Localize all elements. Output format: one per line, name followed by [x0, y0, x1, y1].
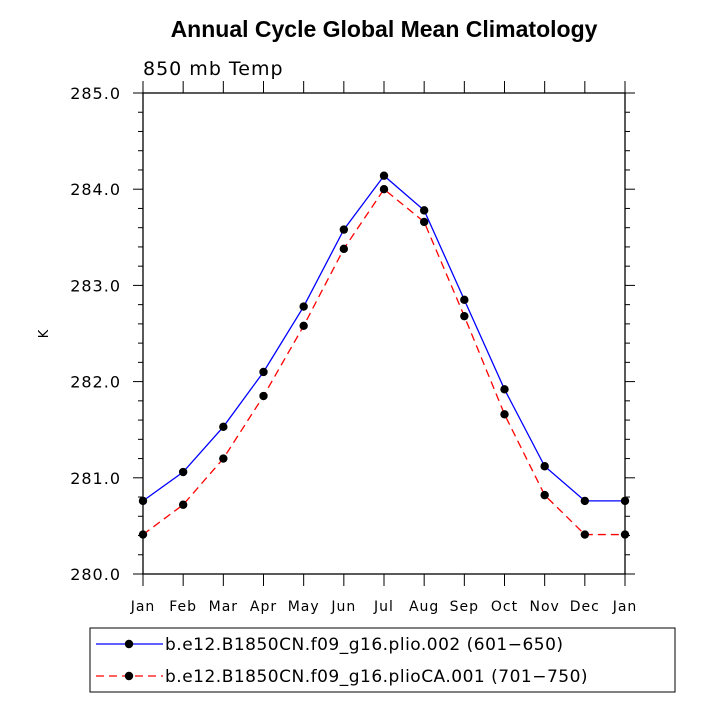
x-tick-label: Dec: [570, 599, 600, 615]
plot-frame: [142, 92, 626, 575]
x-tick-label: Apr: [250, 599, 277, 615]
data-point: [580, 530, 590, 539]
y-tick-label: 280.0: [70, 565, 121, 584]
data-point: [460, 295, 469, 305]
y-axis-label: K: [37, 329, 52, 338]
x-tick-label: Jul: [373, 599, 394, 615]
y-tick-label: 285.0: [70, 84, 121, 103]
legend-box: [89, 627, 676, 693]
data-point: [500, 385, 509, 394]
data-point: [299, 321, 308, 331]
x-tick-label: Mar: [209, 599, 238, 615]
series-line: [142, 174, 625, 502]
legend-label: b.e12.B1850CN.f09_g16.plio.002 (601−650): [165, 635, 564, 655]
data-point: [339, 225, 349, 234]
chart-title: Annual Cycle Global Mean Climatology: [171, 16, 598, 42]
x-tick-label: Nov: [530, 599, 560, 615]
data-point: [299, 302, 308, 311]
data-point: [138, 530, 148, 539]
legend-item-2: b.e12.B1850CN.f09_g16.plioCA.001 (701−75…: [96, 667, 588, 687]
data-point: [419, 206, 429, 215]
y-tick-labels: 280.0 281.0 282.0 283.0 284.0 285.0: [70, 84, 121, 584]
data-point: [540, 490, 549, 500]
x-tick-label: Jan: [130, 599, 156, 615]
x-tick-label: Sep: [450, 599, 479, 615]
data-point: [460, 311, 469, 321]
legend-marker: [124, 671, 134, 681]
data-point: [379, 185, 389, 194]
y-tick-label: 284.0: [70, 180, 121, 199]
data-point: [339, 244, 349, 254]
data-point: [178, 467, 188, 477]
legend-label: b.e12.B1850CN.f09_g16.plioCA.001 (701−75…: [165, 667, 588, 687]
x-tick-label: Jan: [612, 599, 638, 615]
x-tick-label: Jun: [330, 599, 356, 615]
data-point: [219, 454, 228, 463]
data-point: [379, 171, 389, 180]
data-point: [178, 500, 188, 509]
x-tick-label: Oct: [491, 599, 518, 615]
series-2: [138, 185, 630, 539]
data-point: [500, 410, 509, 419]
data-point: [580, 496, 590, 506]
legend: b.e12.B1850CN.f09_g16.plio.002 (601−650)…: [89, 627, 676, 693]
series-layer: [138, 171, 630, 539]
y-tick-label: 283.0: [70, 276, 121, 295]
data-point: [259, 391, 268, 401]
y-tick-label: 281.0: [70, 469, 121, 488]
chart-subtitle: 850 mb Temp: [143, 58, 284, 80]
data-point: [620, 530, 630, 539]
x-tick-label: Aug: [409, 599, 439, 615]
x-tick-label: May: [288, 599, 320, 615]
series-line: [142, 188, 625, 536]
data-point: [419, 217, 429, 227]
x-tick-labels: Jan Feb Mar Apr May Jun Jul Aug Sep Oct Nov Dec Jan: [130, 599, 638, 615]
data-point: [219, 422, 228, 432]
x-tick-label: Feb: [169, 599, 197, 615]
y-tick-label: 282.0: [70, 373, 121, 392]
legend-item-1: b.e12.B1850CN.f09_g16.plio.002 (601−650): [96, 635, 564, 655]
data-point: [259, 367, 268, 377]
series-1: [138, 171, 630, 506]
legend-marker: [124, 639, 134, 649]
data-point: [138, 496, 148, 506]
data-point: [620, 496, 630, 506]
data-point: [540, 462, 549, 471]
